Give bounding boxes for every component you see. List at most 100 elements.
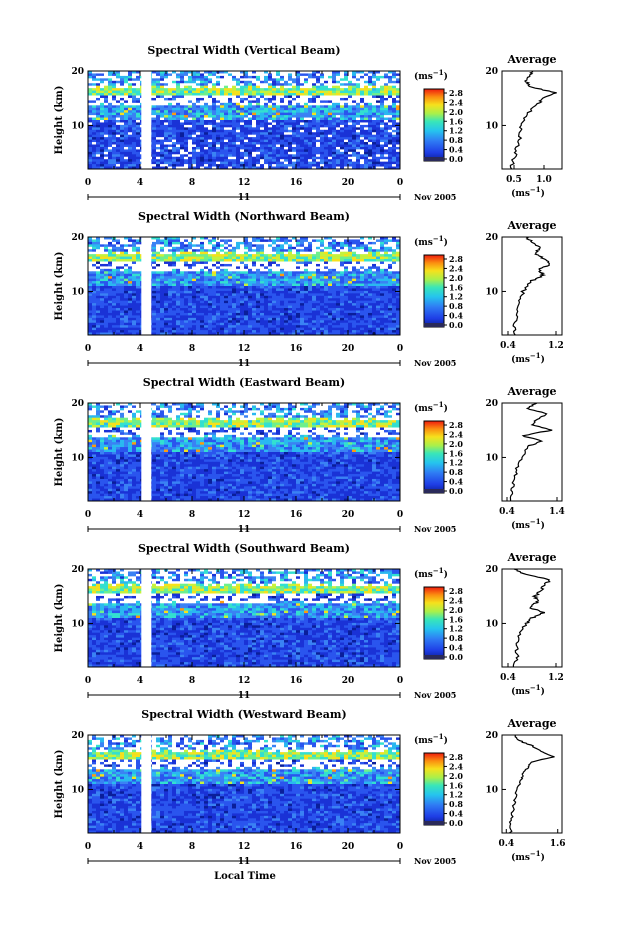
colorbar-tick-label: 2.8 (449, 88, 463, 98)
panel-3: Spectral Width (Eastward Beam) 10 20 Height… (54, 376, 565, 535)
colorbar-tick-label: 0.4 (449, 809, 463, 819)
colorbar-tick-label: 2.4 (449, 263, 463, 273)
panel-title: Spectral Width (Southward Beam) (138, 542, 350, 555)
x-tick-label: 0 (85, 510, 91, 520)
colorbar-tick-label: 2.4 (449, 761, 463, 771)
x-tick-label: 0 (397, 510, 403, 520)
colorbar-tick-label: 2.4 (449, 595, 463, 605)
colorbar-tick-label: 0.0 (449, 486, 463, 496)
colorbar (423, 88, 445, 162)
colorbar-tick-label: 1.2 (449, 126, 463, 136)
colorbar-tick-label: 2.0 (449, 273, 463, 283)
x-tick-label: 4 (137, 178, 143, 188)
average-x-label: (ms−1) (511, 849, 545, 863)
colorbar-unit-exponent: −1 (433, 566, 444, 575)
colorbar-unit-close: ) (444, 735, 448, 746)
x-tick-label: 0 (397, 842, 403, 852)
average-profile-line (512, 568, 551, 667)
heatmap-cells (88, 237, 401, 336)
colorbar (423, 752, 445, 826)
x-tick-label: 8 (189, 676, 195, 686)
average-x-tick-label: 0.4 (498, 839, 514, 849)
colorbar-unit-close: ) (444, 403, 448, 414)
panel-title: Spectral Width (Northward Beam) (138, 210, 350, 223)
x-tick-label: 16 (290, 842, 303, 852)
colorbar-tick-label: 2.0 (449, 107, 463, 117)
average-y-tick-label: 20 (485, 731, 498, 741)
x-tick-label: 0 (397, 676, 403, 686)
colorbar-unit-exponent: −1 (433, 68, 444, 77)
average-x-tick-label: 0.4 (500, 673, 516, 683)
colorbar-tick-label: 0.0 (449, 154, 463, 164)
data-gap (141, 237, 152, 335)
average-x-label-close: ) (541, 520, 545, 531)
heatmap-cells (88, 71, 401, 170)
average-frame (501, 236, 563, 336)
heatmap-cell-grid (88, 735, 401, 834)
heatmap-cells (88, 735, 401, 834)
colorbar-tick-label: 1.6 (449, 116, 463, 126)
x-tick-label: 4 (137, 344, 143, 354)
colorbar-tick-label: 2.8 (449, 586, 463, 596)
colorbar-tick-label: 2.0 (449, 439, 463, 449)
heatmap-cell-grid (88, 71, 401, 170)
y-tick-label: 20 (71, 233, 84, 243)
average-frame (501, 734, 563, 834)
y-axis-label: Height (km) (54, 252, 65, 321)
colorbar-unit-exponent: −1 (433, 400, 444, 409)
x-tick-label: 4 (137, 510, 143, 520)
heatmap-cell-grid (88, 403, 401, 502)
colorbar (423, 254, 445, 328)
x-tick-label: 12 (238, 510, 251, 520)
colorbar-unit-close: ) (444, 569, 448, 580)
colorbar-tick-label: 0.0 (449, 320, 463, 330)
average-x-tick-label: 1.0 (536, 175, 552, 185)
average-x-label-exponent: −1 (530, 849, 541, 858)
colorbar-unit-close: ) (444, 237, 448, 248)
average-y-tick-label: 10 (485, 619, 498, 629)
day-label: 11 (238, 525, 251, 535)
day-label: 11 (238, 691, 251, 701)
average-y-tick-label: 20 (485, 233, 498, 243)
y-tick-label: 20 (71, 731, 84, 741)
colorbar-tick-label: 0.8 (449, 301, 463, 311)
x-tick-label: 16 (290, 510, 303, 520)
day-label: 11 (238, 857, 251, 867)
y-tick-label: 20 (71, 565, 84, 575)
average-x-tick-label: 0.4 (500, 341, 516, 351)
colorbar-low-end (424, 157, 444, 161)
colorbar-tick-label: 2.8 (449, 752, 463, 762)
average-profile-line (509, 402, 553, 502)
panel-1: Spectral Width (Vertical Beam) 10 20 Height… (54, 44, 563, 203)
colorbar (423, 420, 445, 494)
x-tick-label: 20 (342, 676, 355, 686)
colorbar-tick-label: 0.8 (449, 135, 463, 145)
colorbar-low-end (424, 821, 444, 825)
average-x-label: (ms−1) (511, 683, 545, 697)
x-tick-label: 20 (342, 510, 355, 520)
y-tick-label: 10 (71, 121, 84, 131)
average-y-tick-label: 10 (485, 453, 498, 463)
x-tick-label: 0 (85, 842, 91, 852)
date-label: Nov 2005 (414, 856, 456, 866)
colorbar-low-end (424, 323, 444, 327)
colorbar-tick-label: 0.4 (449, 477, 463, 487)
average-x-tick-label: 0.4 (499, 507, 515, 517)
average-x-label-close: ) (541, 686, 545, 697)
colorbar-tick-label: 2.4 (449, 97, 463, 107)
colorbar-tick-label: 1.6 (449, 780, 463, 790)
panel-title: Spectral Width (Eastward Beam) (143, 376, 345, 389)
average-y-tick-label: 10 (485, 785, 498, 795)
date-label: Nov 2005 (414, 192, 456, 202)
average-y-tick-label: 10 (485, 287, 498, 297)
heatmap-cell-grid (88, 237, 401, 336)
colorbar-tick-label: 0.4 (449, 643, 463, 653)
x-tick-label: 20 (342, 178, 355, 188)
y-axis-label: Height (km) (54, 418, 65, 487)
average-x-label: (ms−1) (511, 185, 545, 199)
data-gap (141, 403, 152, 501)
x-tick-label: 16 (290, 344, 303, 354)
colorbar-unit-close: ) (444, 71, 448, 82)
colorbar-tick-label: 2.8 (449, 420, 463, 430)
x-tick-label: 20 (342, 344, 355, 354)
